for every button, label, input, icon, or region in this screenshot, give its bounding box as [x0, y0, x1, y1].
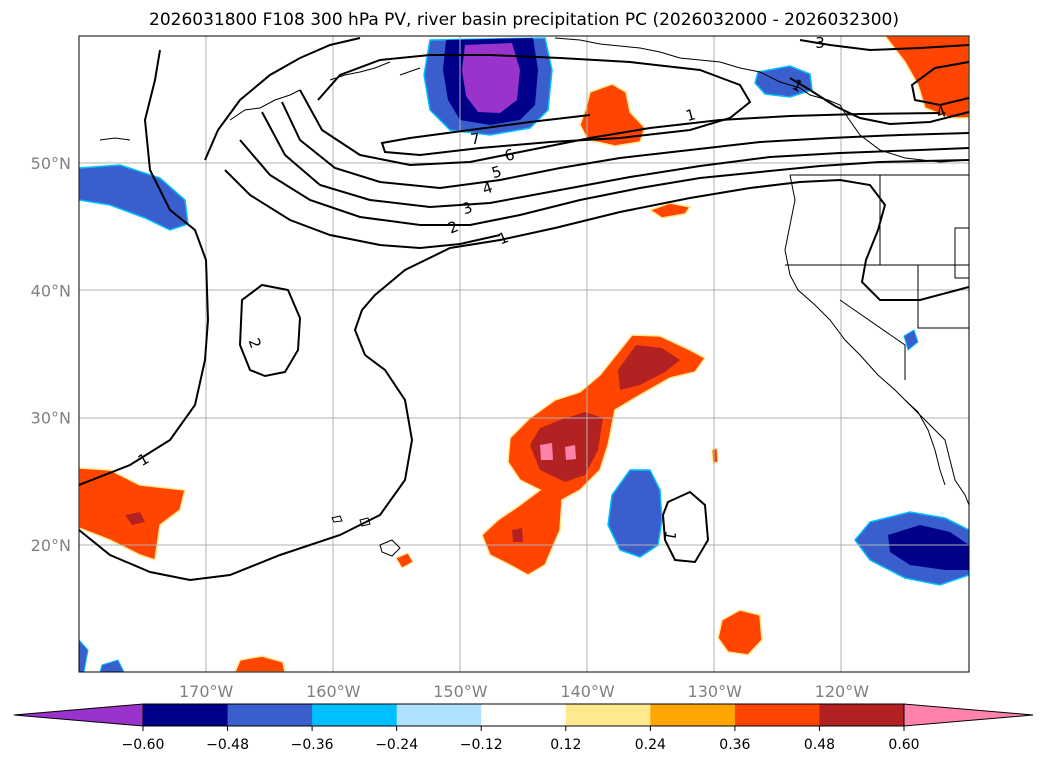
- colorbar-tick-label: −0.60: [122, 737, 165, 753]
- grid-lines: [79, 36, 969, 672]
- x-tick-label: 160°W: [306, 682, 361, 701]
- colorbar-tick-label: 0.48: [804, 737, 835, 753]
- contour-label: 1: [684, 105, 698, 125]
- x-tick-label: 150°W: [433, 682, 488, 701]
- colorbar-tick-label: 0.24: [635, 737, 666, 753]
- colorbar-segment: [312, 704, 398, 726]
- colorbar-segment: [819, 704, 905, 726]
- precip-patch-small-north: [648, 202, 692, 219]
- colorbar-tick-label: 0.36: [719, 737, 750, 753]
- chart-title: 2026031800 F108 300 hPa PV, river basin …: [149, 10, 899, 30]
- colorbar-tick-label: −0.24: [375, 737, 418, 753]
- contour-label: 5: [490, 162, 504, 182]
- x-axis-labels: 170°W 160°W 150°W 140°W 130°W 120°W: [179, 682, 869, 701]
- colorbar-extend-max: [903, 703, 1034, 727]
- coastlines: [99, 37, 969, 557]
- colorbar-segment: [481, 704, 567, 726]
- precip-patch-bc-coast: [754, 65, 813, 98]
- colorbar-outline: [142, 703, 905, 727]
- colorbar-extend-min: [13, 703, 144, 727]
- contour-label: 6: [503, 145, 517, 165]
- precip-patch-central-blue: [607, 469, 663, 558]
- colorbar-tick-label: −0.48: [206, 737, 249, 753]
- colorbar-tick-label: 0.60: [888, 737, 919, 753]
- x-tick-label: 170°W: [179, 682, 234, 701]
- y-tick-label: 40°N: [31, 281, 71, 300]
- y-axis-labels: 20°N 30°N 40°N 50°N: [31, 154, 71, 555]
- y-tick-label: 30°N: [31, 409, 71, 428]
- precip-patch-subtropical-west: [79, 467, 186, 561]
- map-frame: [78, 35, 970, 673]
- colorbar-segment: [565, 704, 651, 726]
- y-tick-label: 50°N: [31, 154, 71, 173]
- colorbar-segment: [143, 704, 229, 726]
- colorbar-segment: [227, 704, 313, 726]
- x-tick-label: 120°W: [815, 682, 870, 701]
- contour-label: 1: [660, 530, 679, 543]
- colorbar-segment: [396, 704, 482, 726]
- x-tick-label: 140°W: [560, 682, 615, 701]
- pv-contours: [79, 37, 969, 582]
- colorbar-tick-label: 0.12: [550, 737, 581, 753]
- precip-patch-east-blue: [854, 511, 969, 586]
- x-tick-label: 130°W: [688, 682, 743, 701]
- precip-patch-south-small: [79, 329, 919, 672]
- colorbar: −0.60 −0.48 −0.36 −0.24 −0.12 0.12 0.24 0.36 0.4…: [13, 703, 1034, 753]
- contour-label: 3: [815, 34, 825, 52]
- colorbar-segment: [734, 704, 820, 726]
- precip-patch-ne-pacific: [579, 83, 646, 147]
- y-tick-label: 20°N: [31, 536, 71, 555]
- precip-patch-nw-pacific: [79, 164, 189, 231]
- colorbar-segment: [650, 704, 736, 726]
- colorbar-tick-label: −0.36: [291, 737, 334, 753]
- map-area: 1 2 3 4 5 6 7 1 2 1 1 1 3 4: [79, 34, 969, 672]
- precip-patch-atmospheric-river: [481, 334, 707, 576]
- contour-label: 7: [469, 129, 481, 148]
- precip-patch-gulf-alaska: [423, 37, 553, 136]
- colorbar-tick-label: −0.12: [460, 737, 503, 753]
